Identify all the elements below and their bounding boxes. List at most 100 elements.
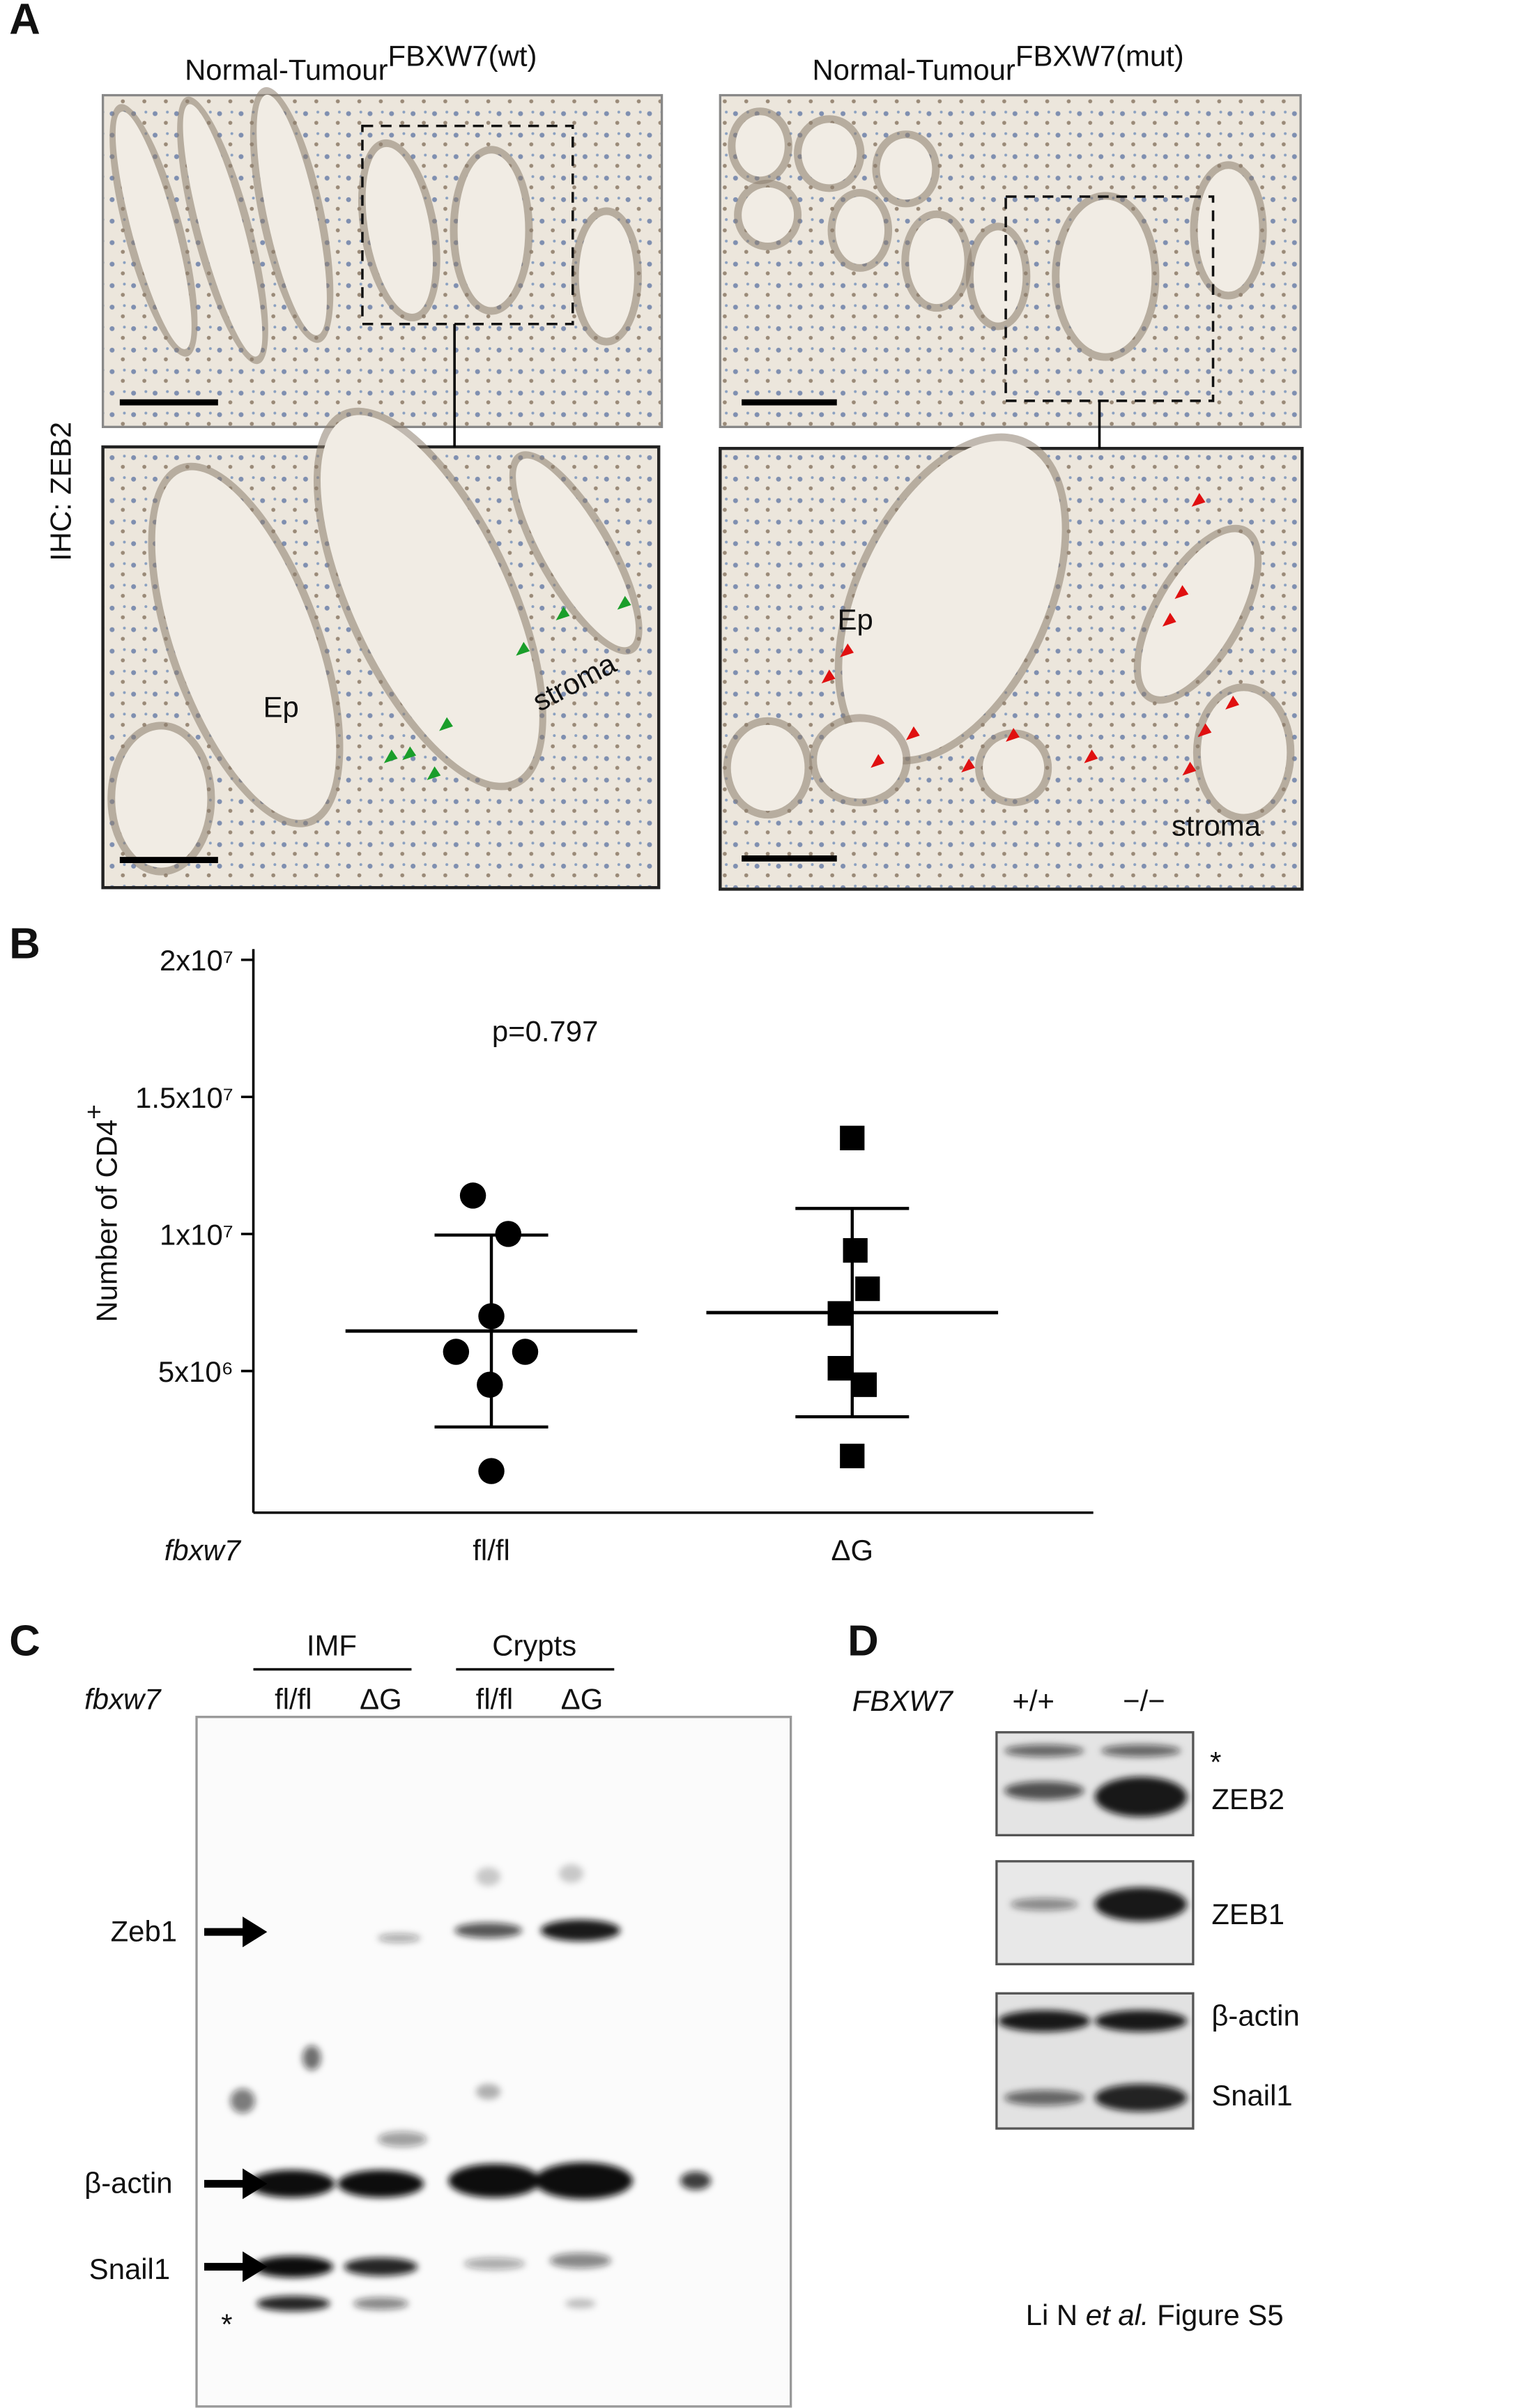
- crypt-lumen: [256, 94, 327, 335]
- band-label: ZEB2: [1211, 1783, 1284, 1815]
- panel-label: D: [847, 1617, 879, 1666]
- band-label: β-actin: [84, 2167, 172, 2200]
- figure-number: Figure S5: [1157, 2299, 1283, 2331]
- crypt-lumen: [1059, 199, 1152, 353]
- western-blot: [195, 1716, 792, 2408]
- panel-label: A: [9, 0, 40, 43]
- title: Normal-Tumour: [812, 54, 1015, 86]
- point: [478, 1458, 505, 1484]
- band: [565, 2299, 596, 2308]
- band: [1010, 1898, 1078, 1911]
- region-label: stroma: [1172, 809, 1261, 841]
- y-tick-label: 2x10⁷: [160, 944, 233, 977]
- blot-bands: [230, 1864, 712, 2312]
- panel-label: C: [9, 1617, 40, 1666]
- annotation: p=0.797: [492, 1015, 598, 1048]
- arrowhead: [402, 746, 417, 761]
- arrowhead: [617, 595, 631, 610]
- crypt-lumen: [1200, 691, 1287, 814]
- point: [827, 1356, 852, 1381]
- band-label: Snail1: [1211, 2079, 1292, 2112]
- band-label: Snail1: [89, 2253, 170, 2285]
- crypt-lumen: [365, 146, 434, 314]
- blot-bands: [998, 1744, 1188, 2112]
- band: [1094, 1887, 1188, 1921]
- region-label: Ep: [263, 691, 299, 724]
- point: [443, 1339, 470, 1365]
- x-tick-label: fl/fl: [473, 1534, 509, 1567]
- panel-title: Normal-TumourFBXW7(mut): [812, 40, 1183, 86]
- band-label: β-actin: [1211, 1999, 1299, 2032]
- y-tick-label: 1.5x10⁷: [135, 1081, 233, 1114]
- band: [377, 2131, 427, 2147]
- lane-label: fl/fl: [275, 1683, 312, 1716]
- band: [1094, 2084, 1188, 2112]
- point: [852, 1372, 877, 1397]
- figure-caption: Li N et al. Figure S5: [1026, 2299, 1284, 2331]
- arrowhead: [840, 643, 854, 657]
- group-label: Crypts: [492, 1629, 576, 1662]
- point: [512, 1339, 539, 1365]
- author: Li N: [1026, 2299, 1077, 2331]
- band: [1100, 1744, 1181, 1758]
- chart: B Number of CD4+ p=0.797 fbxw7 5x10⁶ 1x10…: [9, 920, 1094, 1567]
- arrowhead: [439, 717, 453, 731]
- arrowhead: [1174, 585, 1189, 600]
- crypts: [107, 86, 1295, 876]
- x-tick-label: ΔG: [831, 1534, 874, 1567]
- lane-label: +/+: [1013, 1684, 1055, 1717]
- y-tick-label: 1x10⁷: [160, 1218, 233, 1251]
- point: [495, 1221, 521, 1247]
- panel-label: B: [9, 920, 40, 968]
- crypt-lumen: [155, 470, 337, 820]
- crypt-lumen: [115, 112, 192, 349]
- crypt-lumen: [835, 196, 885, 264]
- genotype-label: fbxw7: [84, 1683, 162, 1716]
- y-axis-label: Number of CD4+: [79, 1104, 123, 1323]
- lane-label: ΔG: [360, 1683, 402, 1716]
- point: [459, 1182, 486, 1209]
- point: [478, 1303, 505, 1329]
- region-label: Ep: [838, 603, 873, 636]
- band: [248, 2170, 335, 2198]
- genotype-label: FBXW7: [852, 1684, 954, 1717]
- band: [998, 2010, 1091, 2032]
- crypt-lumen: [983, 737, 1045, 799]
- row-label: IHC: ZEB2: [44, 422, 77, 561]
- band: [680, 2171, 712, 2190]
- band: [377, 1933, 421, 1943]
- band: [448, 2163, 541, 2198]
- group-label: IMF: [307, 1629, 357, 1662]
- arrowhead: [1225, 695, 1239, 710]
- y-tick-label: 5x10⁶: [158, 1355, 233, 1388]
- y-label-sup: +: [79, 1104, 109, 1120]
- band: [256, 2296, 330, 2312]
- title: Normal-Tumour: [185, 54, 388, 86]
- et-al: et al.: [1086, 2299, 1149, 2331]
- crypt-lumen: [909, 218, 965, 305]
- band: [475, 2084, 501, 2100]
- band-label: ZEB1: [1211, 1898, 1284, 1930]
- y-label: Number of CD4: [90, 1120, 123, 1323]
- arrowhead: [905, 726, 920, 740]
- band: [549, 2253, 611, 2269]
- band: [1094, 1776, 1188, 1817]
- crypt-lumen: [578, 215, 634, 338]
- crypt-lumen: [457, 153, 526, 307]
- x-axis-label: fbxw7: [164, 1534, 242, 1567]
- crypt-lumen: [817, 722, 903, 799]
- point: [843, 1237, 868, 1263]
- crypt-lumen: [801, 123, 857, 185]
- arrowhead: [1197, 723, 1212, 738]
- arrowhead: [555, 607, 570, 620]
- crypt-lumen: [742, 187, 795, 243]
- crypt-lumen: [1140, 532, 1255, 696]
- band: [353, 2297, 409, 2310]
- band: [540, 1919, 621, 1942]
- lane-label: −/−: [1123, 1684, 1165, 1717]
- lane-label: fl/fl: [476, 1683, 513, 1716]
- point: [477, 1371, 503, 1398]
- crypt-lumen: [516, 458, 636, 648]
- band: [558, 1864, 584, 1883]
